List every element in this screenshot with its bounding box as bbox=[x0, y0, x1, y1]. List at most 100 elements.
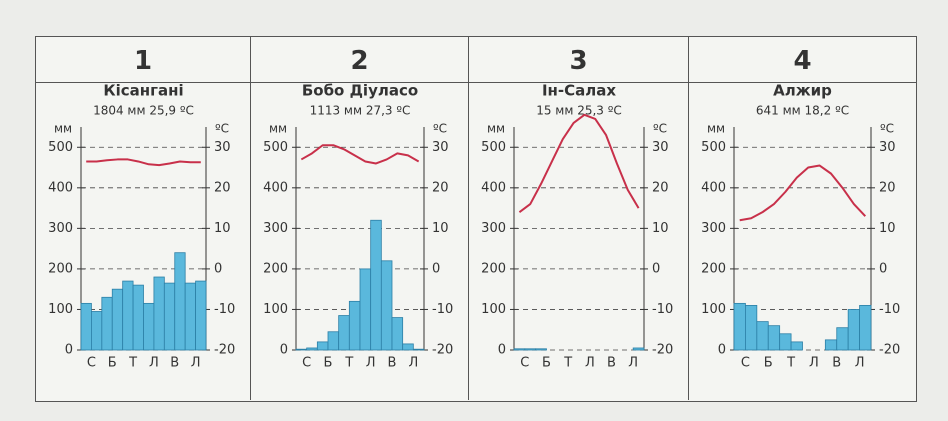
precipitation-bar bbox=[348, 300, 361, 351]
precipitation-bar bbox=[847, 309, 860, 351]
y-tick-label: 400 bbox=[48, 180, 73, 195]
y-tick-label: 200 bbox=[263, 261, 288, 276]
y-tick-label: 100 bbox=[701, 302, 726, 317]
y-tick-label: 200 bbox=[701, 261, 726, 276]
y-tick-label: 0 bbox=[280, 343, 288, 358]
y2-tick-label: 10 bbox=[879, 221, 896, 236]
temperature-line bbox=[518, 113, 640, 213]
y-axis-label: мм bbox=[487, 122, 505, 136]
precipitation-bar bbox=[524, 348, 537, 351]
column-header: 2 bbox=[251, 37, 468, 83]
y-tick-label: 400 bbox=[481, 180, 506, 195]
x-tick-label: Л bbox=[585, 356, 595, 371]
chart-subtitle: 1804 мм 25,9 ºC bbox=[93, 104, 194, 118]
y2-tick-label: -20 bbox=[214, 343, 235, 358]
chart-title: Кісангані bbox=[103, 83, 183, 100]
x-tick-label: Б bbox=[324, 356, 333, 371]
precipitation-bar bbox=[101, 296, 113, 351]
y-tick-label: 400 bbox=[701, 180, 726, 195]
precipitation-bar bbox=[295, 348, 308, 351]
temperature-line bbox=[739, 164, 867, 222]
x-tick-label: С bbox=[302, 356, 311, 371]
y-axis-label: мм bbox=[707, 122, 725, 136]
chart-title: Бобо Діуласо bbox=[302, 83, 418, 100]
precipitation-bar bbox=[338, 315, 350, 351]
y2-tick-label: 30 bbox=[652, 140, 669, 155]
y2-tick-label: -10 bbox=[879, 302, 900, 317]
y-tick-label: 400 bbox=[263, 180, 288, 195]
precipitation-bar bbox=[91, 311, 103, 351]
x-tick-label: С bbox=[87, 356, 96, 371]
y2-tick-label: -20 bbox=[652, 343, 673, 358]
y-tick-label: 0 bbox=[498, 343, 506, 358]
y-tick-label: 500 bbox=[481, 140, 506, 155]
y2-axis-label: ºC bbox=[653, 122, 667, 136]
x-tick-label: Т bbox=[786, 356, 795, 371]
column-header: 4 bbox=[689, 37, 916, 83]
x-tick-label: Л bbox=[366, 356, 376, 371]
y2-tick-label: 20 bbox=[652, 180, 669, 195]
table-frame: 1 Кісангані 1804 мм 25,9 ºC мм ºC 0 100 200 300 4… bbox=[35, 36, 917, 402]
precipitation-bar bbox=[316, 341, 329, 351]
y-axis-label: мм bbox=[269, 122, 287, 136]
precipitation-bar bbox=[513, 348, 526, 351]
y-tick-label: 300 bbox=[263, 221, 288, 236]
precipitation-bar bbox=[143, 302, 155, 351]
x-tick-label: Л bbox=[408, 356, 418, 371]
precipitation-bar bbox=[174, 252, 186, 351]
column: 4 Алжир 641 мм 18,2 ºC мм ºC 0 100 200 300 400 500… bbox=[689, 37, 916, 400]
y2-tick-label: 10 bbox=[432, 221, 449, 236]
precipitation-bar bbox=[632, 347, 645, 351]
y-tick-label: 500 bbox=[701, 140, 726, 155]
y-tick-label: 500 bbox=[48, 140, 73, 155]
x-tick-label: Т bbox=[563, 356, 572, 371]
x-tick-label: Л bbox=[855, 356, 865, 371]
x-tick-label: Л bbox=[149, 356, 159, 371]
y2-tick-label: 10 bbox=[214, 221, 231, 236]
x-tick-label: Л bbox=[191, 356, 201, 371]
precipitation-bar bbox=[535, 348, 547, 351]
column: 3 Ін-Салах 15 мм 25,3 ºC мм ºC 0 100 200 300 400 5… bbox=[469, 37, 689, 400]
y2-tick-label: -10 bbox=[432, 302, 453, 317]
x-tick-label: Л bbox=[628, 356, 638, 371]
y2-axis-label: ºC bbox=[880, 122, 894, 136]
precipitation-bar bbox=[327, 331, 340, 351]
chart-title: Ін-Салах bbox=[542, 83, 616, 100]
precipitation-bar bbox=[370, 219, 382, 351]
y2-tick-label: 30 bbox=[432, 140, 449, 155]
y2-tick-label: 10 bbox=[652, 221, 669, 236]
x-tick-label: В bbox=[170, 356, 179, 371]
x-tick-label: Б bbox=[542, 356, 551, 371]
y-tick-label: 100 bbox=[48, 302, 73, 317]
x-tick-label: Б bbox=[108, 356, 117, 371]
chart-subtitle: 1113 мм 27,3 ºC bbox=[310, 104, 411, 118]
y-tick-label: 0 bbox=[718, 343, 726, 358]
y2-tick-label: 0 bbox=[652, 261, 660, 276]
precipitation-bar bbox=[733, 302, 746, 351]
precipitation-bar bbox=[779, 333, 792, 351]
y-tick-label: 300 bbox=[701, 221, 726, 236]
precipitation-bar bbox=[391, 317, 404, 351]
y2-tick-label: 0 bbox=[879, 261, 887, 276]
y-tick-label: 200 bbox=[481, 261, 506, 276]
precipitation-bar bbox=[767, 325, 781, 351]
precipitation-bar bbox=[184, 282, 196, 351]
y-tick-label: 0 bbox=[65, 343, 73, 358]
y2-tick-label: -10 bbox=[652, 302, 673, 317]
y2-tick-label: 30 bbox=[214, 140, 231, 155]
temperature-line bbox=[300, 144, 420, 165]
y2-tick-label: -10 bbox=[214, 302, 235, 317]
precipitation-bar bbox=[756, 321, 769, 351]
precipitation-bar bbox=[122, 280, 134, 351]
chart-subtitle: 15 мм 25,3 ºC bbox=[536, 104, 622, 118]
column: 1 Кісангані 1804 мм 25,9 ºC мм ºC 0 100 200 300 4… bbox=[36, 37, 251, 400]
y2-tick-label: 20 bbox=[214, 180, 231, 195]
precipitation-bar bbox=[153, 276, 165, 351]
precipitation-bar bbox=[306, 347, 318, 351]
y2-tick-label: 0 bbox=[432, 261, 440, 276]
y2-axis-label: ºC bbox=[433, 122, 447, 136]
